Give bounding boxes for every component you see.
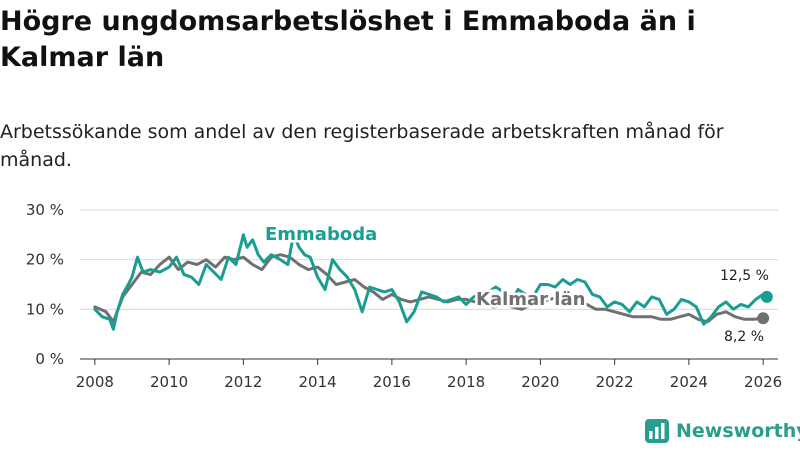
series-line-emmaboda [93,233,769,331]
x-tick-label: 2014 [299,373,337,391]
label-layer: Emmaboda Kalmar län 12,5 % 8,2 % [263,222,771,347]
chart-title: Högre ungdomsarbetslöshet i Emmaboda än … [0,6,696,73]
series-label-kalmar: Kalmar län [476,289,585,310]
y-tick-label: 30 % [26,201,64,219]
grid-layer: 0 % 10 % 20 % 30 % 2008 2010 2012 2014 2016 2018 2… [26,201,782,391]
x-tick-label: 2018 [447,373,485,391]
x-tick-label: 2012 [224,373,262,391]
x-tick-label: 2020 [521,373,559,391]
end-value-kalmar: 8,2 % [724,329,764,345]
x-tick-label: 2026 [744,373,782,391]
x-tick-label: 2022 [596,373,634,391]
brand-name: Newsworthy [676,420,800,442]
end-point-emmaboda [760,290,773,303]
x-tick-label: 2008 [76,373,114,391]
chart-subtitle: Arbetssökande som andel av den registerb… [0,121,724,171]
y-tick-label: 10 % [26,300,64,318]
x-tick-label: 2016 [373,373,411,391]
series-line-kalmar-l-n [93,253,765,324]
newsworthy-logo-icon [645,419,669,443]
brand-logo: Newsworthy [644,418,800,444]
series-label-emmaboda: Emmaboda [265,224,377,245]
y-tick-label: 20 % [26,251,64,269]
y-tick-label: 0 % [35,350,64,368]
series-layer [93,233,773,331]
end-value-emmaboda: 12,5 % [720,268,769,284]
end-point-kalmar-l-n [757,312,770,325]
x-tick-label: 2024 [670,373,708,391]
x-tick-label: 2010 [150,373,188,391]
